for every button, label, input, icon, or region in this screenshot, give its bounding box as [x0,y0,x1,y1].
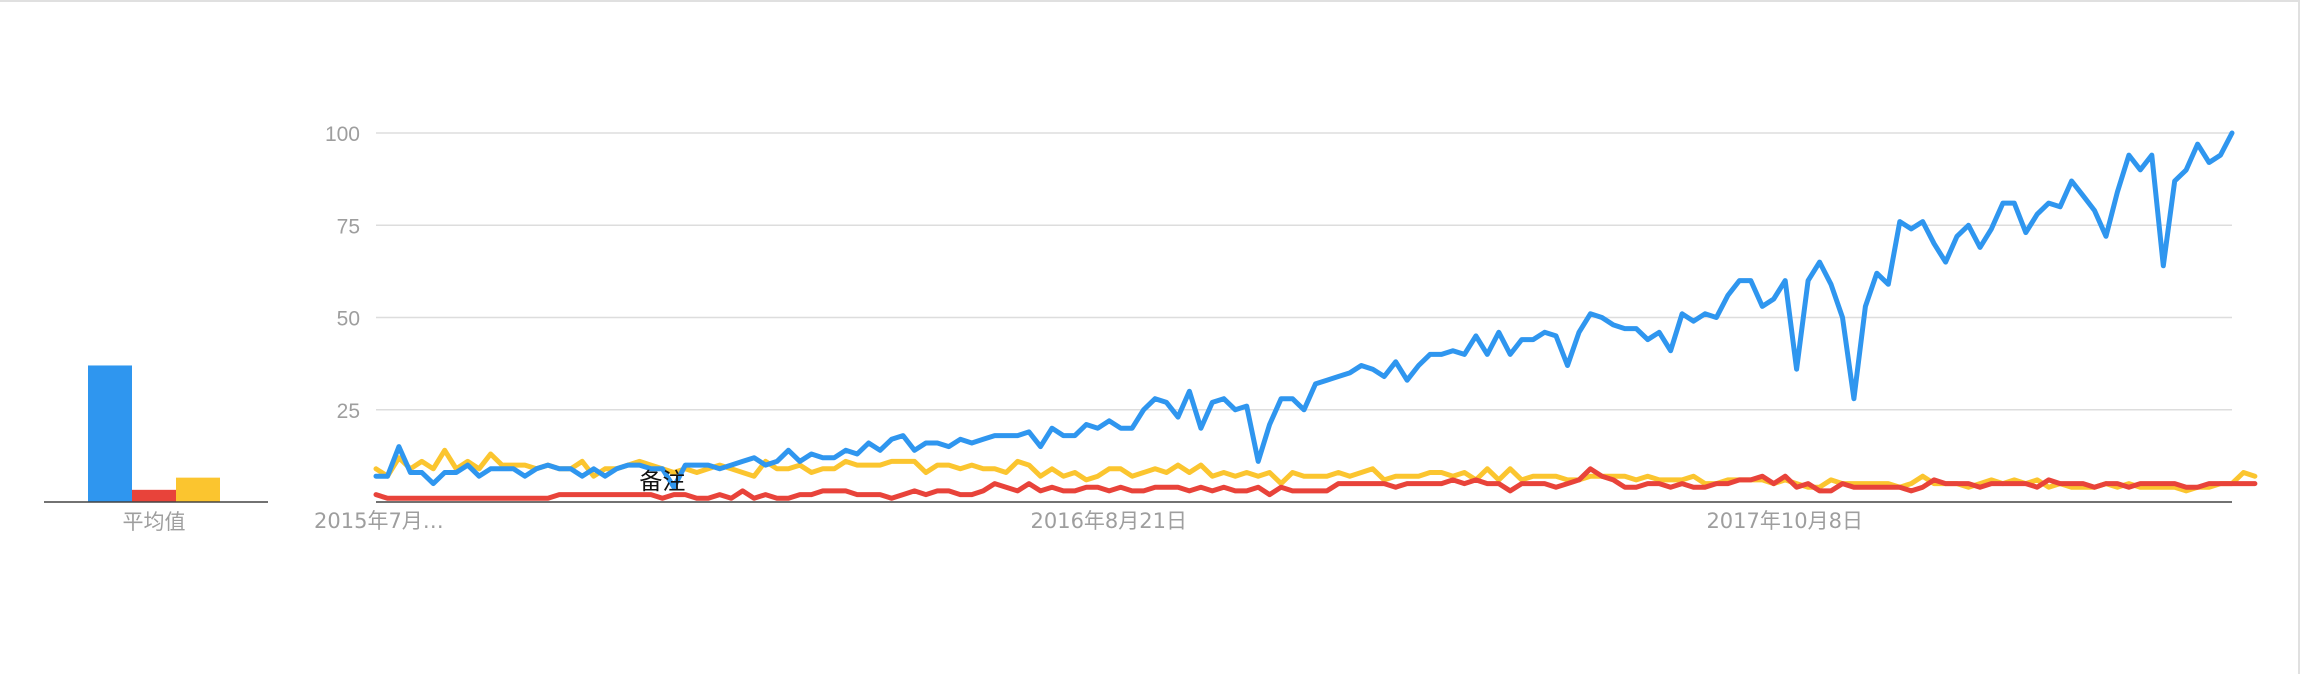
y-tick-label: 75 [337,215,360,238]
series-line[interactable] [373,466,2258,501]
average-bar[interactable] [88,365,132,502]
series-line[interactable] [373,130,2235,490]
y-axis: 25 50 75 100 [325,123,360,423]
labels: 2015年7月… 2016年8月21日 2017年10月8日 备注 [314,469,1863,533]
average-bar[interactable] [176,477,220,502]
y-tick-label: 50 [337,308,360,331]
gridlines [376,132,2232,411]
average-bar[interactable] [132,489,176,502]
bar-category-label: 平均值 [123,510,186,534]
line-series [373,130,2258,501]
x-tick-label: 2017年10月8日 [1706,509,1863,533]
x-tick-label: 2015年7月… [314,509,444,533]
y-tick-label: 25 [337,400,360,423]
y-tick-label: 100 [325,123,360,146]
annotation-label[interactable]: 备注 [639,469,685,495]
average-bars: 平均值 [44,365,268,534]
x-tick-label: 2016年8月21日 [1030,509,1187,533]
